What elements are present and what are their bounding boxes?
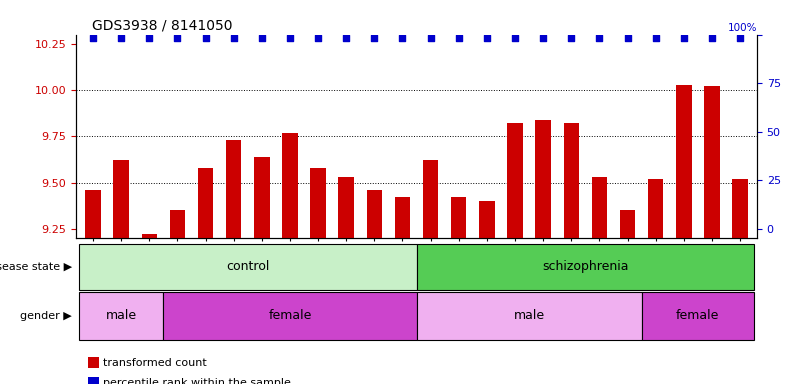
Point bbox=[425, 35, 437, 41]
Point bbox=[368, 35, 380, 41]
Text: transformed count: transformed count bbox=[103, 358, 207, 368]
Bar bbox=[732, 179, 748, 238]
Text: schizophrenia: schizophrenia bbox=[542, 260, 629, 273]
Text: GDS3938 / 8141050: GDS3938 / 8141050 bbox=[92, 19, 232, 33]
Bar bbox=[114, 161, 129, 238]
Point bbox=[396, 35, 409, 41]
Bar bbox=[85, 190, 101, 238]
Bar bbox=[339, 177, 354, 238]
Bar bbox=[642, 292, 754, 340]
Text: female: female bbox=[676, 310, 719, 322]
Point bbox=[199, 35, 212, 41]
Bar bbox=[417, 244, 754, 290]
Text: 100%: 100% bbox=[727, 23, 757, 33]
Point bbox=[340, 35, 352, 41]
Point bbox=[87, 35, 99, 41]
Bar bbox=[676, 84, 691, 238]
Bar bbox=[170, 210, 185, 238]
Bar bbox=[423, 161, 438, 238]
Text: gender ▶: gender ▶ bbox=[20, 311, 72, 321]
Point bbox=[453, 35, 465, 41]
Bar bbox=[451, 197, 466, 238]
Text: male: male bbox=[106, 310, 137, 322]
Bar bbox=[395, 197, 410, 238]
Text: male: male bbox=[513, 310, 545, 322]
Point bbox=[481, 35, 493, 41]
Bar bbox=[592, 177, 607, 238]
Bar bbox=[163, 292, 417, 340]
Point bbox=[171, 35, 183, 41]
Bar bbox=[79, 292, 163, 340]
Point bbox=[115, 35, 127, 41]
Bar bbox=[367, 190, 382, 238]
Bar bbox=[620, 210, 635, 238]
Bar bbox=[704, 86, 719, 238]
Point bbox=[650, 35, 662, 41]
Point bbox=[284, 35, 296, 41]
Point bbox=[537, 35, 549, 41]
Point bbox=[621, 35, 634, 41]
Bar bbox=[254, 157, 269, 238]
Bar bbox=[142, 234, 157, 238]
Bar bbox=[479, 201, 494, 238]
Bar bbox=[282, 132, 298, 238]
Point bbox=[256, 35, 268, 41]
Text: disease state ▶: disease state ▶ bbox=[0, 262, 72, 272]
Point bbox=[593, 35, 606, 41]
Point bbox=[565, 35, 578, 41]
Bar bbox=[79, 244, 417, 290]
Point bbox=[312, 35, 324, 41]
Point bbox=[227, 35, 240, 41]
Text: control: control bbox=[226, 260, 269, 273]
Point bbox=[734, 35, 747, 41]
Bar bbox=[507, 123, 523, 238]
Point bbox=[509, 35, 521, 41]
Bar bbox=[310, 168, 326, 238]
Bar bbox=[535, 120, 551, 238]
Text: percentile rank within the sample: percentile rank within the sample bbox=[103, 378, 291, 384]
Bar bbox=[226, 140, 241, 238]
Bar bbox=[648, 179, 663, 238]
Point bbox=[143, 35, 155, 41]
Bar bbox=[198, 168, 213, 238]
Point bbox=[706, 35, 718, 41]
Bar bbox=[417, 292, 642, 340]
Point bbox=[678, 35, 690, 41]
Text: female: female bbox=[268, 310, 312, 322]
Bar bbox=[564, 123, 579, 238]
